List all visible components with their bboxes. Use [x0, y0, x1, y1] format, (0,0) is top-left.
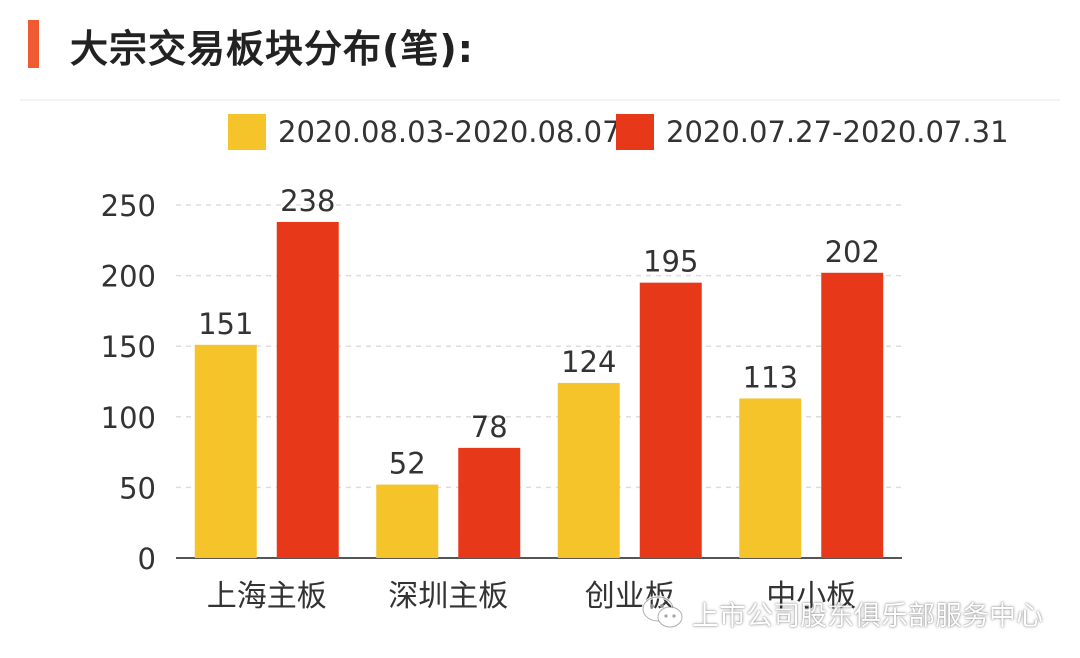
bar	[194, 344, 257, 558]
data-label: 202	[825, 235, 880, 269]
page-title: 大宗交易板块分布(笔):	[70, 27, 474, 71]
data-label: 151	[198, 307, 253, 341]
x-tick-label: 上海主板	[207, 579, 327, 614]
legend-label-series-1: 2020.08.03-2020.08.07	[278, 115, 621, 149]
bar	[458, 447, 521, 558]
bar	[376, 484, 439, 558]
data-label: 52	[389, 447, 426, 481]
y-tick-label: 100	[101, 401, 156, 435]
data-label: 238	[280, 184, 335, 218]
bar	[557, 382, 620, 558]
y-tick-label: 50	[119, 471, 156, 505]
title-accent-bar	[28, 20, 39, 68]
bar	[639, 282, 702, 558]
divider	[20, 99, 1060, 101]
data-label: 113	[743, 360, 798, 394]
bar	[739, 398, 802, 558]
legend-swatch-series-1	[228, 114, 266, 150]
bar	[821, 272, 884, 558]
x-tick-label: 中小板	[766, 579, 856, 614]
legend-swatch-series-2	[616, 114, 654, 150]
y-tick-label: 0	[138, 542, 156, 576]
legend-label-series-2: 2020.07.27-2020.07.31	[666, 115, 1009, 149]
data-label: 78	[471, 410, 508, 444]
y-tick-label: 250	[101, 189, 156, 223]
y-tick-label: 200	[101, 260, 156, 294]
y-tick-label: 150	[101, 330, 156, 364]
watermark-text: 上市公司股东俱乐部服务中心	[692, 601, 1043, 632]
bar	[276, 221, 339, 558]
x-tick-label: 深圳主板	[388, 579, 508, 614]
data-label: 195	[643, 245, 698, 279]
data-label: 124	[561, 345, 616, 379]
wechat-icon	[641, 595, 683, 628]
